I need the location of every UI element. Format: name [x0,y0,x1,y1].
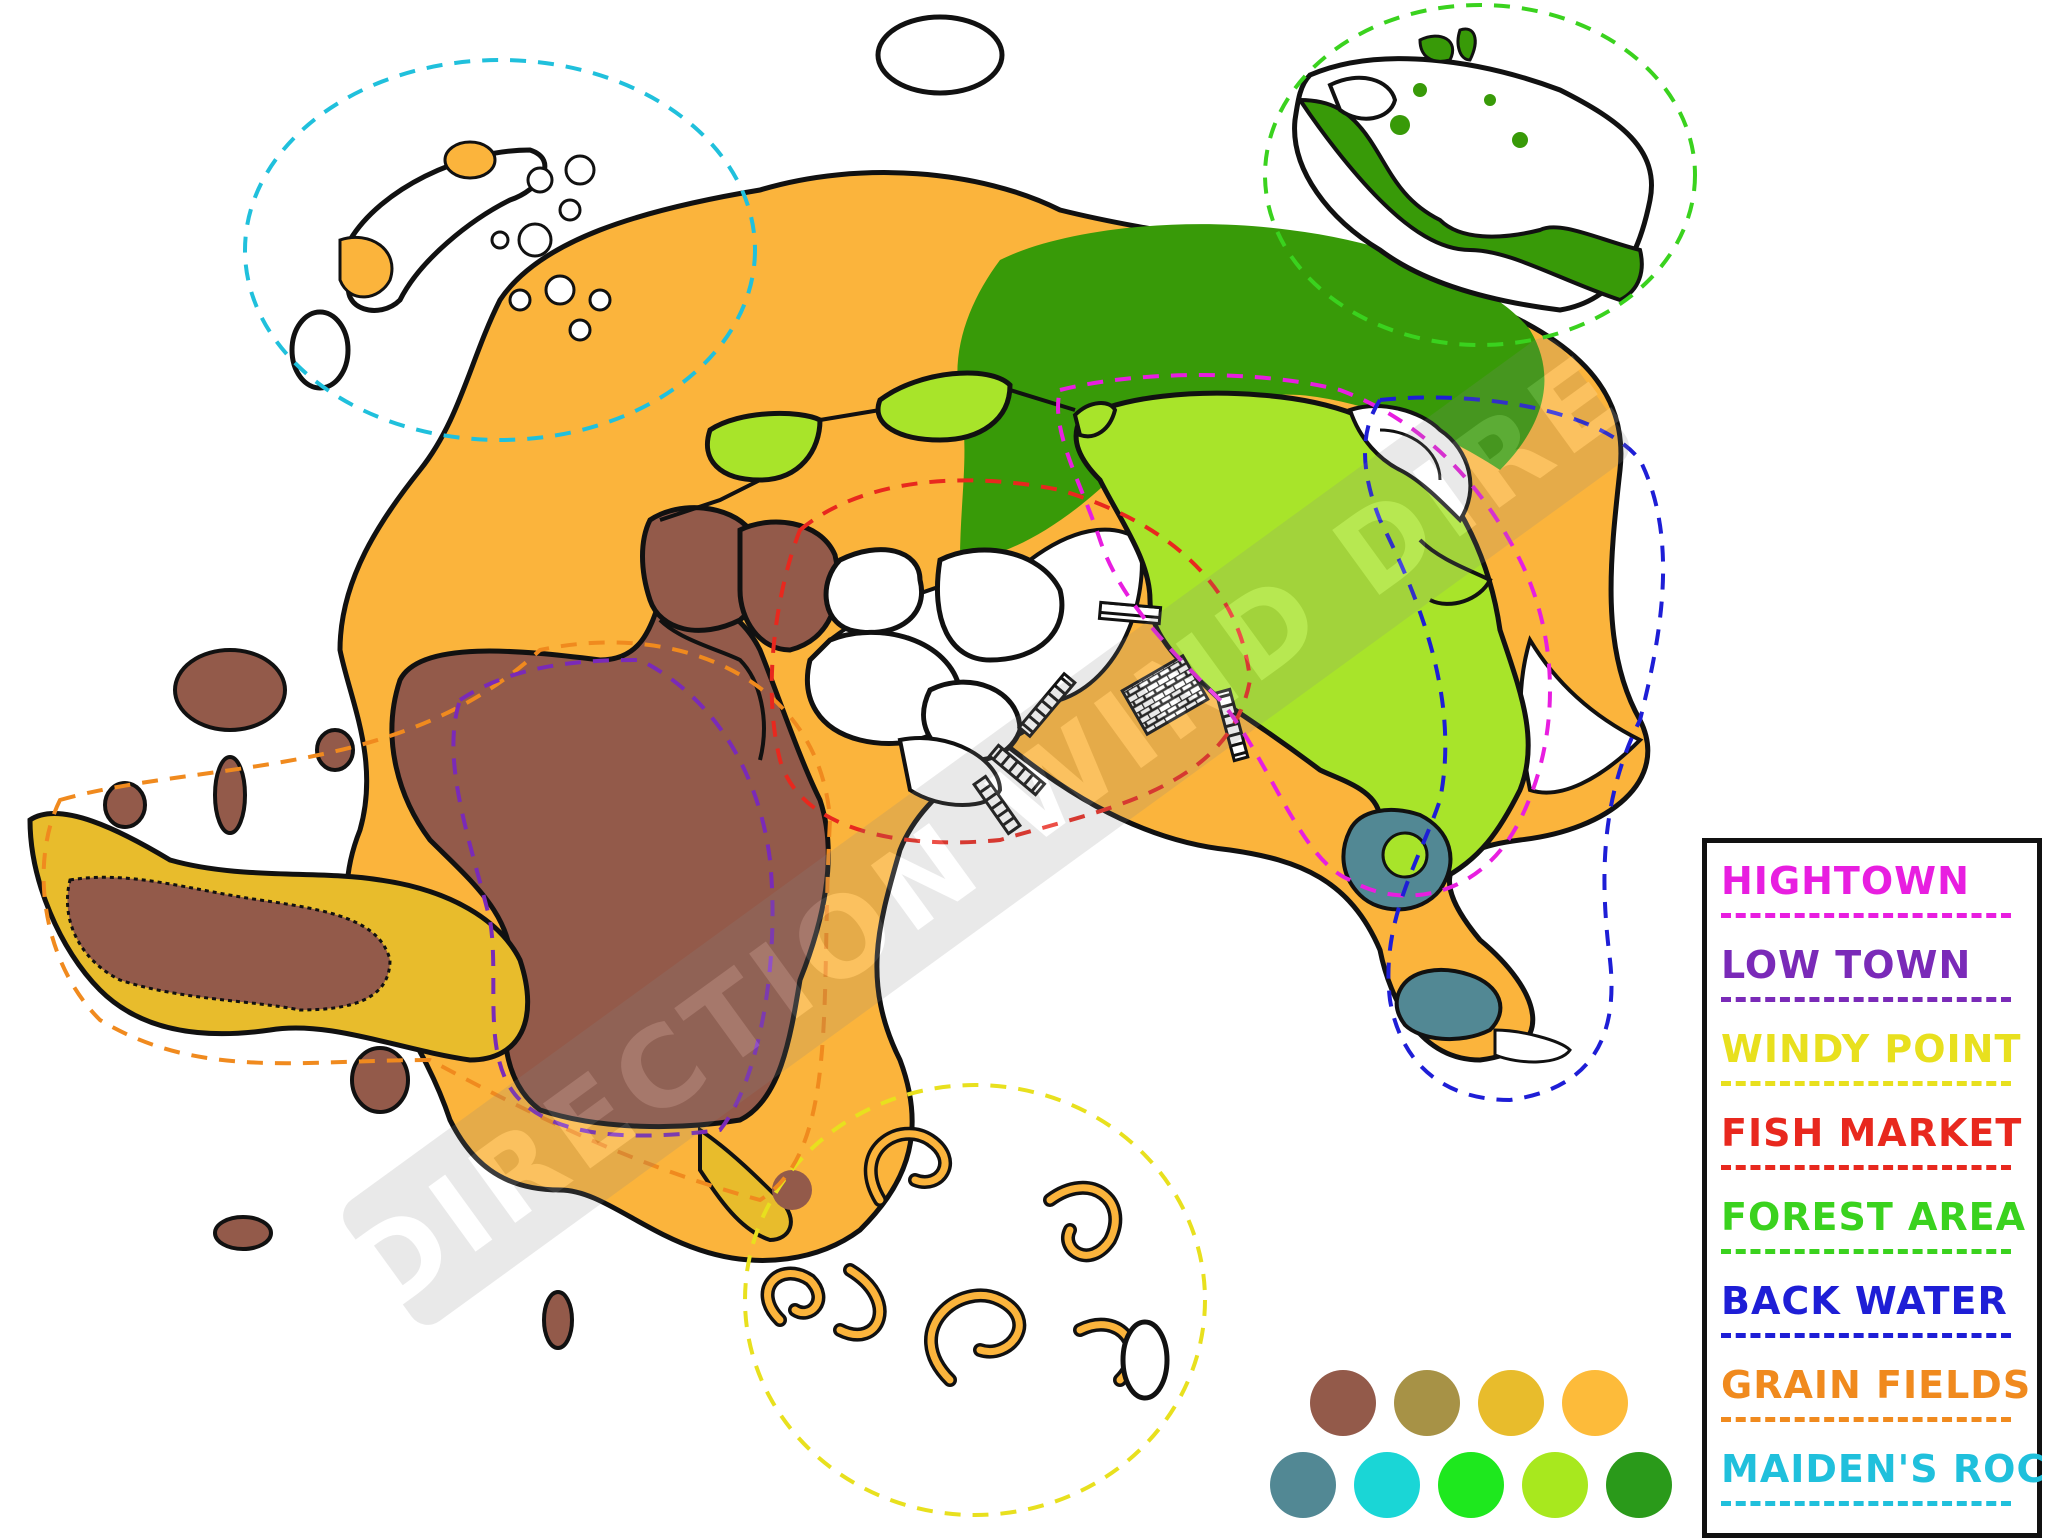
legend-item: BACK WATER [1721,1277,2021,1355]
legend-item: LOW TOWN [1721,941,2021,1019]
hightown-boundary [1056,373,1552,898]
palette-top-swatch [1394,1370,1460,1436]
grain-fields-boundary [41,640,833,1203]
legend-item: FOREST AREA [1721,1193,2027,1271]
palette-bottom-swatch [1522,1452,1588,1518]
legend-label: WINDY POINT [1721,1027,2022,1071]
legend-label: MAIDEN'S ROCK [1721,1447,2048,1491]
forest-area-boundary [1263,3,1697,347]
legend-item: GRAIN FIELDS [1721,1361,2032,1439]
legend-item: MAIDEN'S ROCK [1721,1445,2048,1523]
legend-label: HIGHTOWN [1721,859,1970,903]
legend-label: LOW TOWN [1721,943,1972,987]
low-town-boundary [451,657,775,1138]
legend-dash-line [1721,1165,2011,1170]
palette-top-swatch [1562,1370,1628,1436]
legend-dash-line [1721,1249,2011,1254]
legend-dash-line [1721,997,2011,1002]
legend-label: GRAIN FIELDS [1721,1363,2032,1407]
color-palette [1270,1370,1700,1530]
legend-dash-line [1721,1333,2011,1338]
fish-market-boundary [769,478,1253,845]
fish-market-area [823,547,924,636]
legend-dash-line [1721,913,2011,918]
legend-label: FOREST AREA [1721,1195,2027,1239]
palette-bottom-swatch [1354,1452,1420,1518]
windy-point-boundary [743,1083,1207,1517]
legend-label: FISH MARKET [1721,1111,2023,1155]
palette-bottom-swatch [1606,1452,1672,1518]
legend-dash-line [1721,1501,2011,1506]
legend-item: HIGHTOWN [1721,857,2021,935]
palette-bottom-swatch [1270,1452,1336,1518]
palette-bottom-swatch [1438,1452,1504,1518]
windy-point-rocks [65,875,392,1012]
palette-top-swatch [1310,1370,1376,1436]
legend-label: BACK WATER [1721,1279,2008,1323]
palette-top-swatch [1478,1370,1544,1436]
maidens-rock [345,147,548,313]
legend-item: FISH MARKET [1721,1109,2021,1187]
legend-dash-line [1721,1081,2011,1086]
legend-box: HIGHTOWN LOW TOWN WINDY POINT FISH MARKET FO… [1702,838,2048,1538]
legend-dash-line [1721,1417,2011,1422]
legend-item: WINDY POINT [1721,1025,2021,1103]
backwater-lake [1394,968,1503,1042]
back-water-boundary [1363,395,1666,1103]
maidens-rock-boundary [243,58,757,442]
